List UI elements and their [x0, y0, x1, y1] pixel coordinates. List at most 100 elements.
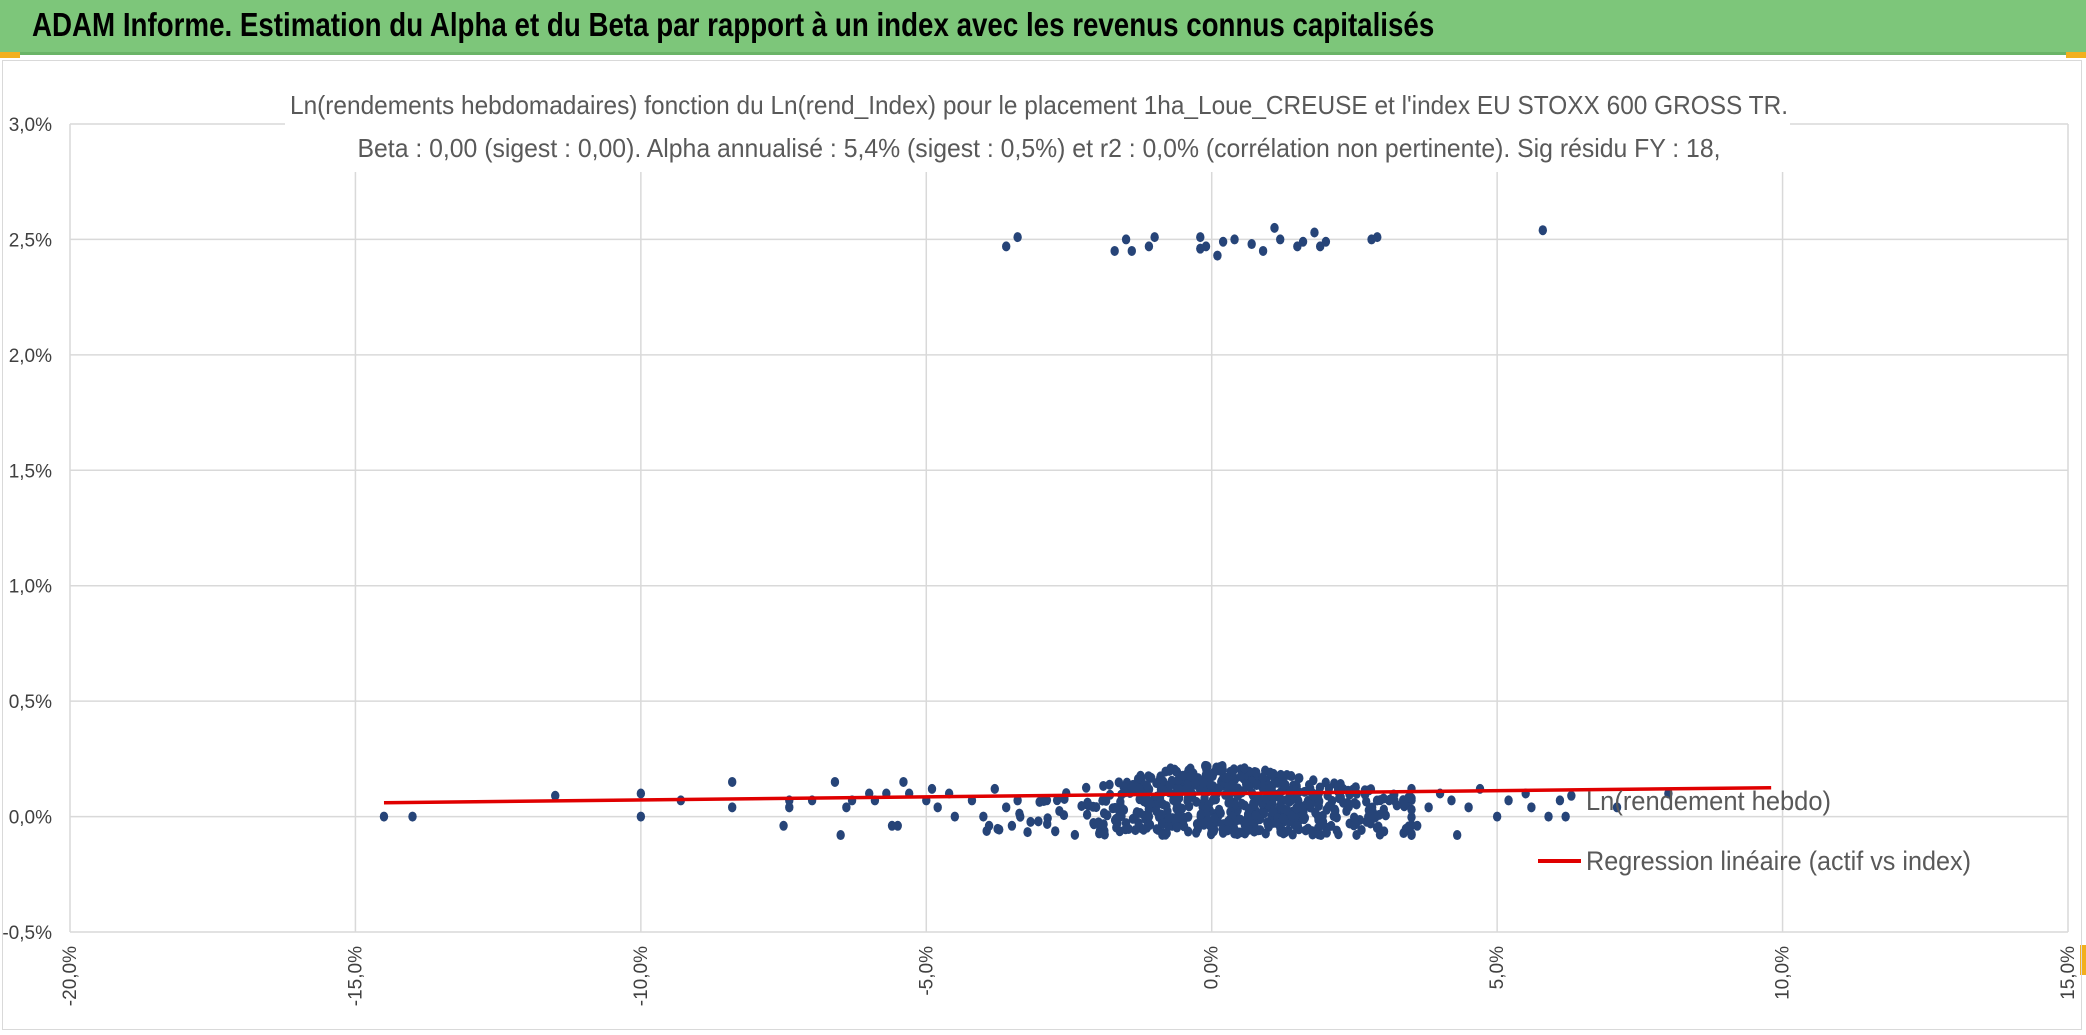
scatter-point	[1043, 813, 1052, 824]
scatter-point	[1135, 773, 1144, 784]
scatter-point	[1292, 803, 1301, 814]
scatter-point	[1178, 770, 1187, 781]
scatter-point	[1373, 232, 1382, 243]
scatter-point	[1326, 820, 1336, 831]
scatter-point	[1131, 825, 1140, 836]
scatter-point	[1253, 793, 1263, 804]
scatter-point	[1101, 795, 1111, 806]
scatter-point	[830, 776, 840, 787]
scatter-point	[1567, 790, 1576, 801]
scatter-point	[1124, 823, 1133, 834]
scatter-point	[1561, 811, 1570, 822]
scatter-point	[551, 790, 560, 801]
scatter-point	[1407, 812, 1416, 823]
scatter-point	[1304, 798, 1313, 809]
scatter-point	[1051, 826, 1060, 837]
scatter-point	[1192, 796, 1201, 807]
scatter-point	[1350, 797, 1359, 808]
scatter-point	[1334, 829, 1343, 840]
scatter-point	[1538, 225, 1548, 236]
scatter-point	[933, 802, 942, 813]
scatter-point	[1237, 798, 1247, 809]
scatter-point	[1362, 796, 1371, 807]
scatter-point	[1527, 802, 1536, 813]
scatter-point	[1077, 801, 1086, 812]
left-corner-handle	[0, 52, 20, 58]
scatter-point	[1258, 772, 1268, 783]
scatter-point	[1375, 795, 1385, 806]
scatter-point	[1252, 779, 1262, 790]
scatter-point	[1374, 809, 1384, 820]
scatter-point	[1447, 795, 1456, 806]
chart-title-line1: Ln(rendements hebdomadaires) fonction du…	[290, 90, 1788, 120]
report-title: ADAM Informe. Estimation du Alpha et du …	[32, 6, 1435, 43]
scatter-point	[1144, 241, 1154, 252]
scatter-point	[1145, 819, 1155, 830]
scatter-point	[1318, 816, 1328, 827]
scatter-point	[1150, 232, 1159, 243]
scatter-point	[1351, 782, 1360, 793]
scatter-point	[636, 811, 646, 822]
scatter-point	[1013, 795, 1022, 806]
scatter-point	[893, 820, 902, 831]
scatter-point	[1081, 782, 1091, 793]
scatter-point	[1152, 824, 1162, 835]
scatter-point	[1492, 811, 1502, 822]
scatter-point	[1404, 821, 1413, 832]
scatter-point	[1023, 827, 1032, 838]
y-tick-label: 2,5%	[9, 230, 52, 251]
scatter-point	[727, 776, 737, 787]
scatter-point	[1114, 777, 1124, 788]
scatter-point	[1191, 778, 1200, 789]
scatter-point	[1135, 784, 1144, 795]
scatter-point	[1555, 795, 1565, 806]
scatter-point	[1039, 796, 1048, 807]
right-bottom-handle	[2080, 945, 2086, 975]
scatter-point	[1321, 236, 1331, 247]
scatter-point	[1105, 779, 1114, 790]
scatter-point	[1196, 232, 1205, 243]
y-tick-label: 3,0%	[9, 115, 52, 136]
x-tick-label: 10,0%	[1773, 946, 1794, 1000]
scatter-point	[1385, 794, 1394, 805]
scatter-point	[1173, 812, 1183, 823]
scatter-point	[1210, 813, 1219, 824]
scatter-point	[1172, 822, 1182, 833]
scatter-point	[1236, 771, 1245, 782]
scatter-point	[1364, 811, 1373, 822]
y-tick-label: 0,5%	[9, 692, 52, 713]
scatter-point	[1223, 825, 1232, 836]
scatter-point	[1007, 820, 1017, 831]
scatter-point	[1099, 780, 1108, 791]
scatter-point	[1315, 782, 1325, 793]
scatter-point	[1240, 820, 1250, 831]
scatter-point	[1307, 826, 1317, 837]
x-tick-label: -5,0%	[916, 946, 937, 996]
scatter-point	[1399, 799, 1408, 810]
scatter-point	[1208, 794, 1218, 805]
scatter-point	[1333, 781, 1343, 792]
scatter-point	[1205, 820, 1215, 831]
scatter-point	[1404, 792, 1413, 803]
scatter-point	[1091, 802, 1101, 813]
scatter-point	[993, 823, 1002, 834]
scatter-point	[1381, 810, 1390, 821]
scatter-point	[1332, 812, 1341, 823]
scatter-point	[1324, 801, 1334, 812]
scatter-point	[1270, 222, 1279, 233]
scatter-point	[842, 802, 851, 813]
scatter-point	[1223, 816, 1233, 827]
y-tick-label: -0,5%	[2, 923, 52, 944]
scatter-point	[1247, 239, 1256, 250]
scatter-point	[1664, 788, 1673, 799]
scatter-point	[1322, 827, 1331, 838]
scatter-point	[1351, 819, 1361, 830]
scatter-point	[1298, 236, 1308, 247]
chart-area[interactable]	[2, 60, 2082, 1030]
scatter-point	[1258, 245, 1268, 256]
scatter-point	[1052, 795, 1062, 806]
scatter-point	[1392, 800, 1402, 811]
scatter-point	[1156, 784, 1166, 795]
scatter-point	[1544, 811, 1553, 822]
